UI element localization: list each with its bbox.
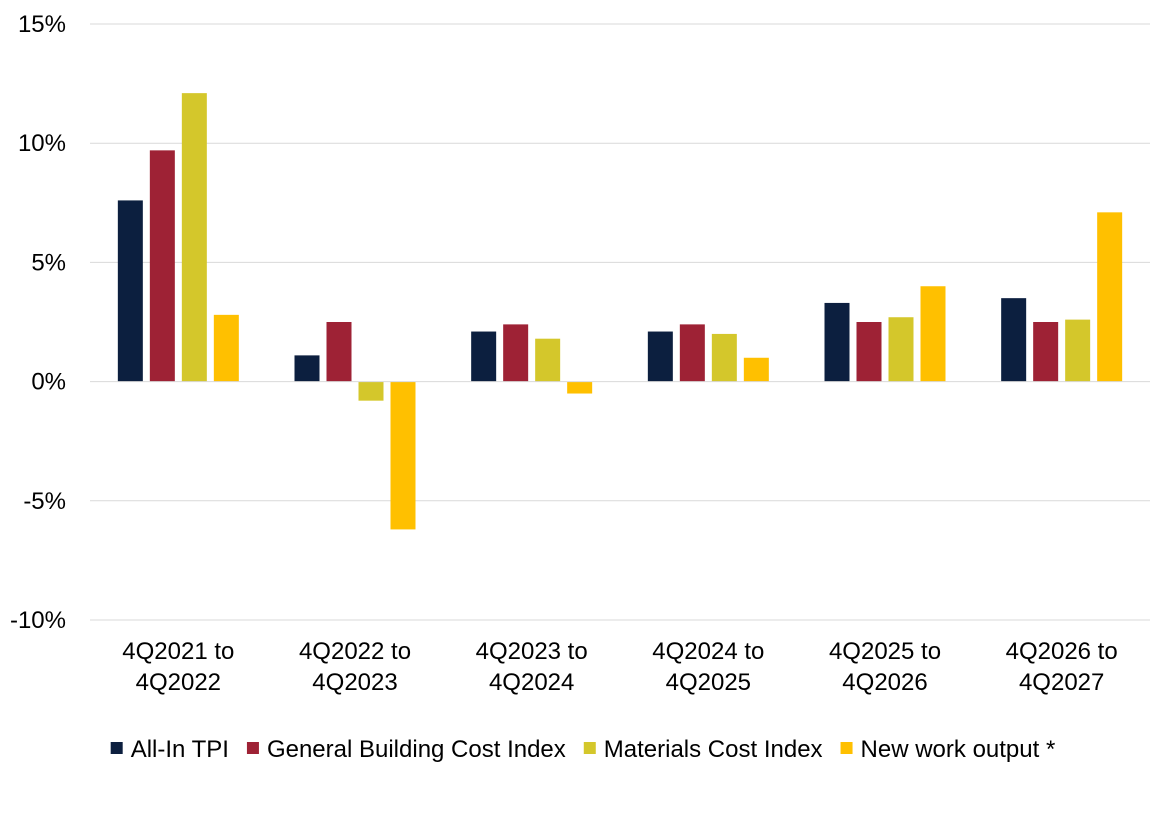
gridlines	[90, 23, 1150, 621]
bar	[503, 324, 529, 382]
category-label-line: 4Q2026 to	[1006, 638, 1118, 665]
bar	[471, 331, 497, 382]
category-label: 4Q2024 to 4Q2025	[652, 638, 764, 696]
y-tick-label: -10%	[10, 607, 66, 634]
category-label: 4Q2023 to 4Q2024	[476, 638, 588, 696]
bar	[294, 355, 320, 382]
y-tick-label: 10%	[18, 130, 66, 157]
category-label: 4Q2021 to 4Q2022	[122, 638, 234, 696]
legend-label: General Building Cost Index	[267, 736, 566, 763]
bar	[888, 317, 914, 382]
bar	[213, 314, 239, 382]
y-axis-ticks: 15% 10% 5% 0% -5% -10%	[10, 11, 66, 634]
bar	[117, 200, 143, 382]
category-label-line: 4Q2025	[666, 669, 751, 696]
bar	[1097, 212, 1123, 382]
bar	[149, 150, 175, 382]
bar	[856, 322, 882, 382]
y-tick-label: 5%	[31, 249, 66, 276]
bar	[647, 331, 673, 382]
bar	[567, 381, 593, 394]
legend-swatch	[583, 742, 596, 754]
bar	[679, 324, 705, 382]
category-label-line: 4Q2026	[842, 669, 927, 696]
category-label-line: 4Q2024	[489, 669, 574, 696]
y-tick-label: 15%	[18, 11, 66, 38]
category-label-line: 4Q2022 to	[299, 638, 411, 665]
legend-label: Materials Cost Index	[604, 736, 823, 763]
legend-swatch	[110, 742, 123, 754]
category-label-line: 4Q2021 to	[122, 638, 234, 665]
bar	[535, 338, 561, 382]
category-label-line: 4Q2022	[136, 669, 221, 696]
category-label: 4Q2025 to 4Q2026	[829, 638, 941, 696]
category-label-line: 4Q2023	[312, 669, 397, 696]
y-tick-label: -5%	[23, 488, 66, 515]
bar	[1001, 298, 1027, 382]
legend-label: All-In TPI	[131, 736, 229, 763]
legend-swatch	[246, 742, 259, 754]
bars	[117, 93, 1123, 530]
bar	[181, 93, 207, 382]
legend-label: New work output *	[861, 736, 1056, 763]
category-label: 4Q2026 to 4Q2027	[1006, 638, 1118, 696]
bar	[326, 322, 352, 382]
bar	[743, 357, 769, 382]
category-label-line: 4Q2027	[1019, 669, 1104, 696]
category-label: 4Q2022 to 4Q2023	[299, 638, 411, 696]
category-label-line: 4Q2023 to	[476, 638, 588, 665]
y-tick-label: 0%	[31, 369, 66, 396]
bar	[1065, 319, 1091, 382]
legend: All-In TPI General Building Cost Index Mat…	[110, 736, 1056, 763]
bar	[358, 381, 384, 401]
category-label-line: 4Q2025 to	[829, 638, 941, 665]
bar	[1033, 322, 1059, 382]
bar	[824, 302, 850, 382]
legend-swatch	[840, 742, 853, 754]
bar	[920, 286, 946, 382]
bar	[390, 381, 416, 530]
category-label-line: 4Q2024 to	[652, 638, 764, 665]
bar	[711, 333, 737, 382]
